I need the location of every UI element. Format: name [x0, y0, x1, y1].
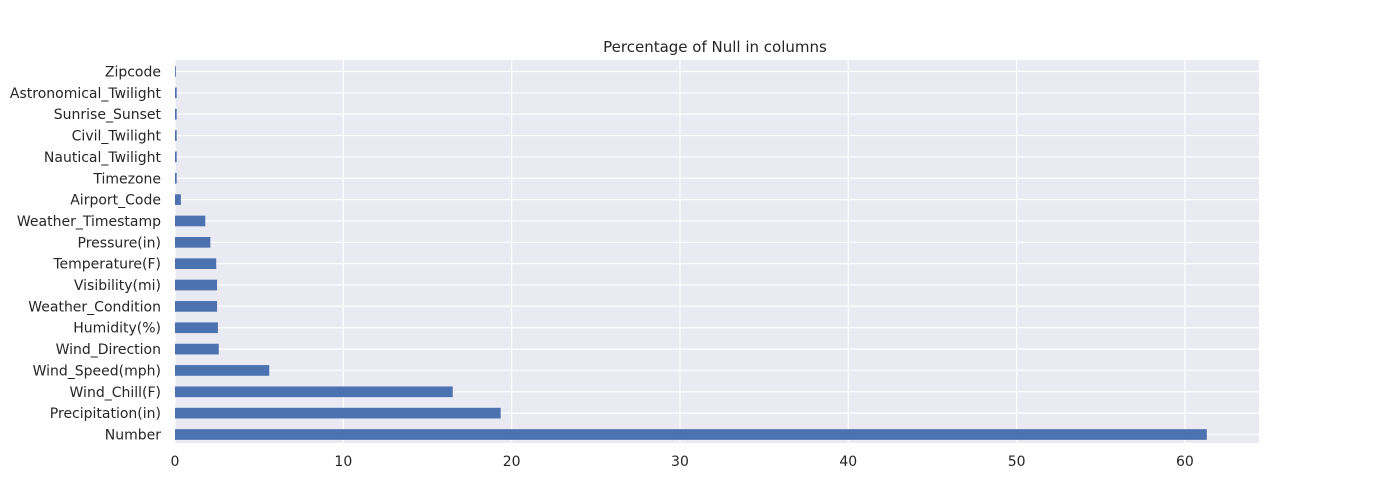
category-label-4: Nautical_Twilight [44, 150, 162, 166]
plot-background [175, 60, 1259, 443]
category-label-10: Visibility(mi) [74, 278, 161, 294]
category-label-3: Civil_Twilight [72, 129, 162, 145]
bar-8 [175, 236, 211, 248]
bar-15 [175, 386, 453, 398]
bar-9 [175, 258, 217, 270]
category-label-8: Pressure(in) [78, 235, 161, 251]
category-label-0: Zipcode [105, 65, 161, 81]
category-label-6: Airport_Code [70, 193, 161, 209]
bar-17 [175, 429, 1207, 440]
x-tick-label-3: 30 [671, 454, 689, 470]
category-label-1: Astronomical_Twilight [10, 86, 162, 102]
bar-10 [175, 279, 218, 291]
category-label-7: Weather_Timestamp [17, 214, 161, 230]
x-tick-label-6: 60 [1176, 454, 1194, 470]
category-label-11: Weather_Condition [28, 299, 161, 315]
x-tick-label-5: 50 [1008, 454, 1026, 470]
bar-2 [175, 108, 177, 120]
bar-0 [175, 66, 176, 77]
category-label-15: Wind_Chill(F) [70, 385, 161, 401]
bar-3 [175, 130, 177, 141]
bar-14 [175, 365, 270, 376]
x-tick-label-0: 0 [171, 454, 180, 470]
x-tick-label-2: 20 [503, 454, 521, 470]
bar-7 [175, 215, 206, 227]
category-label-12: Humidity(%) [73, 321, 161, 337]
bar-13 [175, 343, 219, 355]
bar-12 [175, 322, 218, 334]
x-axis-ticks: 0 10 20 30 40 50 60 [171, 454, 1194, 470]
category-label-14: Wind_Speed(mph) [33, 363, 161, 379]
category-label-5: Timezone [92, 171, 161, 187]
category-labels: Zipcode Astronomical_Twilight Sunrise_Suns… [10, 65, 162, 444]
bar-4 [175, 151, 177, 163]
bar-1 [175, 87, 177, 99]
bar-5 [175, 172, 177, 184]
category-label-13: Wind_Direction [56, 342, 161, 358]
chart-title: Percentage of Null in columns [603, 38, 827, 56]
bar-16 [175, 407, 501, 419]
category-label-16: Precipitation(in) [50, 406, 161, 422]
bar-6 [175, 194, 181, 205]
x-tick-label-1: 10 [334, 454, 352, 470]
bars [175, 66, 1207, 440]
bar-11 [175, 301, 218, 312]
category-label-9: Temperature(F) [52, 257, 161, 273]
x-tick-label-4: 40 [839, 454, 857, 470]
category-label-2: Sunrise_Sunset [54, 107, 162, 123]
category-label-17: Number [105, 428, 161, 444]
